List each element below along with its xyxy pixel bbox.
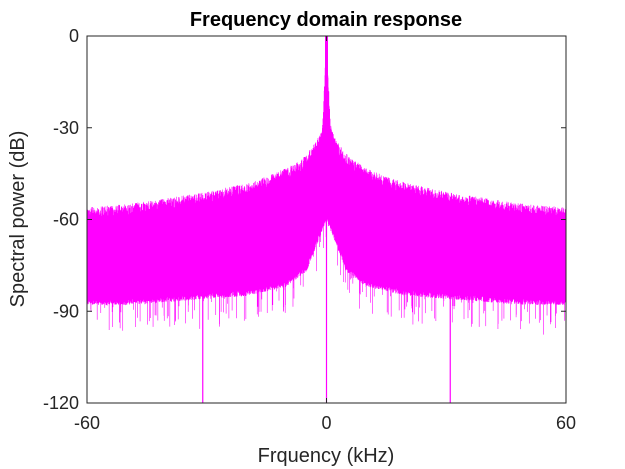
y-tick-label: -60 [53, 210, 79, 230]
y-tick-label: -30 [53, 118, 79, 138]
spectrum-line [87, 41, 566, 335]
y-axis-label: Spectral power (dB) [7, 131, 29, 308]
y-tick-label: -90 [53, 301, 79, 321]
series-group [87, 36, 566, 403]
x-tick-label: 0 [321, 413, 331, 433]
x-axis-label: Frquency (kHz) [258, 445, 395, 467]
x-tick-label: 60 [556, 413, 576, 433]
y-tick-label: 0 [69, 26, 79, 46]
plot-area: -60 0 60 0 -30 -60 -90 -120 [43, 26, 576, 433]
x-tick-label: -60 [74, 413, 100, 433]
chart-title: Frequency domain response [190, 9, 462, 31]
ticks-group: -60 0 60 0 -30 -60 -90 -120 [43, 26, 576, 433]
y-tick-label: -120 [43, 393, 79, 413]
